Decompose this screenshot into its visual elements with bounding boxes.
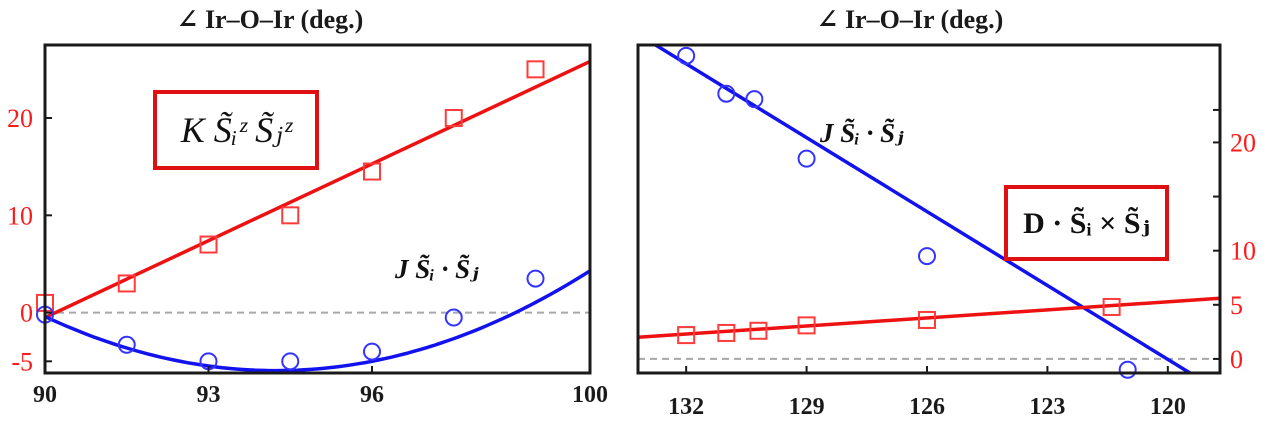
annotation-box [153,90,319,170]
data-point-square [1102,297,1121,316]
x-tick-label: 132 [668,394,704,420]
data-point-square [797,316,816,335]
annotation-text: J S̃ᵢ · S̃ⱼ [819,118,904,148]
x-tick-label: 129 [789,394,825,420]
annotation-j: J S̃ᵢ · S̃ⱼ [819,118,904,148]
x-tick-label: 123 [1029,394,1065,420]
data-point-circle [281,352,300,371]
fit-line-series-1 [638,296,1220,340]
annotation-box [1004,185,1169,261]
x-tick-label: 93 [197,382,221,408]
data-point-circle [1118,360,1137,379]
data-point-circle [117,335,136,354]
data-point-circle [745,90,764,109]
annotation-k: K S̃ᵢᶻ S̃ⱼᶻ [153,90,319,170]
data-point-square [199,235,218,254]
data-point-circle [917,247,936,266]
x-tick-label: 90 [33,382,57,408]
y-tick-label: 0 [20,299,33,328]
y-tick-label: 10 [7,201,33,230]
data-point-circle [363,342,381,361]
y-tick-label: 20 [1230,128,1256,157]
annotation-d: D · S̃ᵢ × S̃ⱼ [1004,185,1169,261]
fit-line-series-1 [45,269,590,373]
data-point-square [749,321,768,340]
data-point-circle [526,269,545,288]
y-tick-label: 0 [1230,345,1243,374]
annotation-text: J S̃ᵢ · S̃ⱼ [394,254,479,284]
data-point-circle [677,46,696,65]
data-point-square [917,310,936,329]
y-tick-label: 5 [1230,291,1243,320]
right-panel: ∠ Ir–O–Ir (deg.) 0 5 10 20 132 129 126 123 120 J S… [636,5,1256,420]
chart-title: ∠ Ir–O–Ir (deg.) [817,5,1004,34]
x-tick-label: 96 [360,382,384,408]
data-point-square [281,206,300,225]
y-tick-label: 20 [7,104,33,133]
plot-frame [636,43,1222,375]
y-tick-label: 10 [1230,237,1256,266]
data-point-circle [444,308,463,327]
annotation-j: J S̃ᵢ · S̃ⱼ [394,254,479,284]
data-point-square [677,326,696,345]
x-tick-label: 100 [572,382,608,408]
fit-line-series-0 [45,59,590,320]
data-point-square [363,162,381,181]
x-tick-label: 120 [1150,394,1186,420]
data-point-circle [717,84,736,103]
data-point-square [717,323,736,342]
left-panel: ∠ Ir–O–Ir (deg.) -5 0 10 20 90 93 96 100 K S̃ᵢᶻ S… [7,5,608,408]
annotation-text: K S̃ᵢᶻ S̃ⱼᶻ [180,110,294,150]
data-point-circle [797,149,816,168]
data-point-square [526,60,545,79]
y-tick-label: -5 [11,347,33,376]
data-point-square [117,274,136,293]
chart-title: ∠ Ir–O–Ir (deg.) [177,5,364,34]
x-tick-label: 126 [909,394,945,420]
data-point-square [444,108,463,127]
annotation-text: D · S̃ᵢ × S̃ⱼ [1023,207,1150,240]
plot-frame [43,43,592,375]
